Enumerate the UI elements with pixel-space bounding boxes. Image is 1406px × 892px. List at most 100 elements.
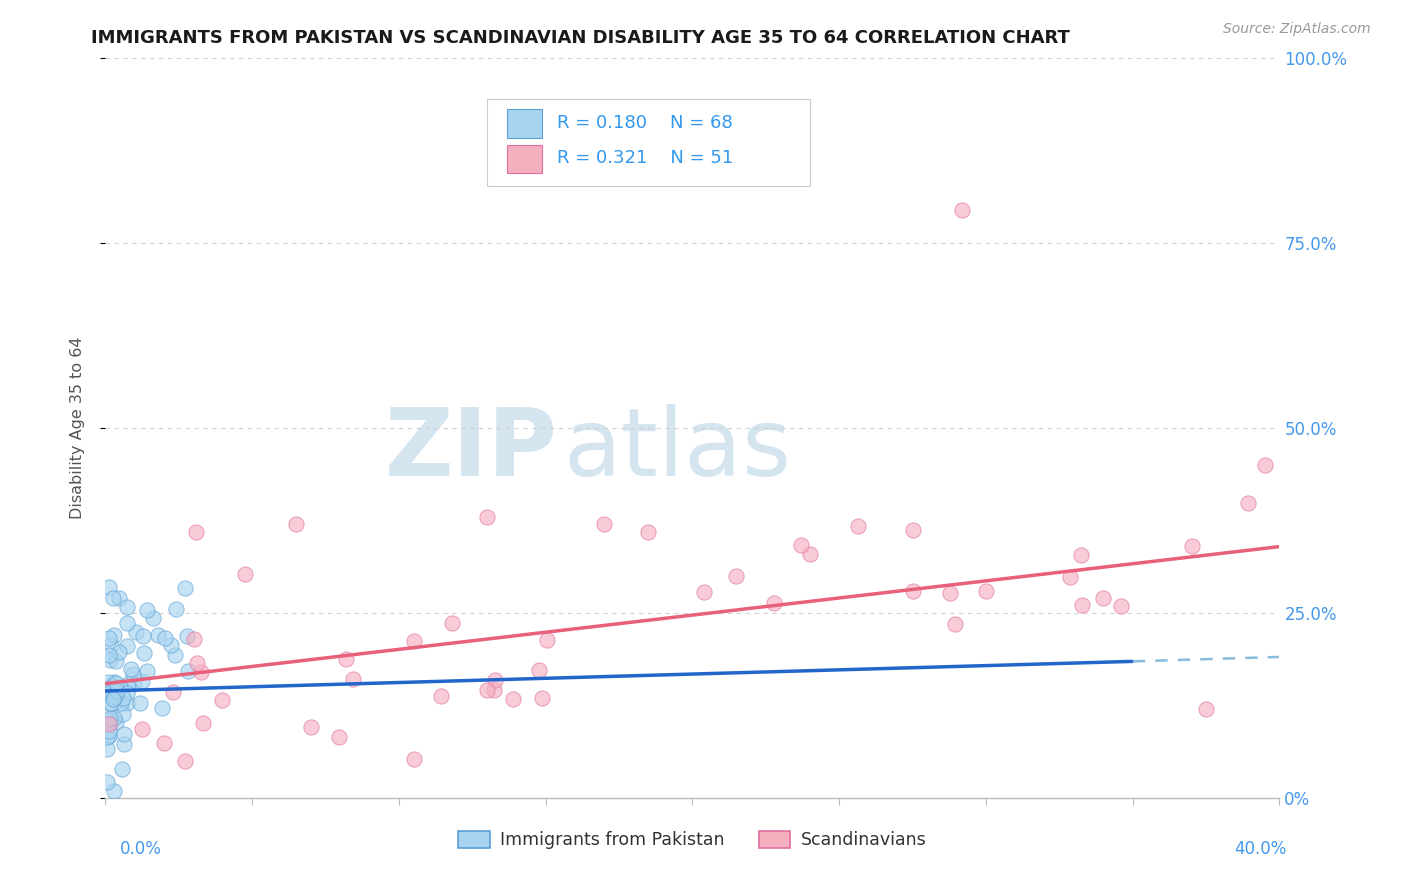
Point	[100, 690, 122, 704]
Text: 0.0%: 0.0%	[120, 840, 162, 858]
Point	[98, 697, 121, 711]
Point	[129, 696, 152, 710]
Point	[186, 656, 208, 670]
Point	[104, 690, 127, 705]
Point	[108, 645, 131, 659]
Point	[477, 682, 499, 697]
Text: R = 0.180    N = 68: R = 0.180 N = 68	[557, 114, 733, 132]
Point	[115, 696, 138, 710]
Point	[974, 584, 997, 599]
Point	[112, 727, 135, 741]
Point	[176, 629, 198, 643]
Point	[901, 584, 924, 599]
Point	[1071, 598, 1094, 612]
Point	[142, 611, 165, 625]
Point	[103, 690, 125, 704]
Point	[97, 723, 120, 738]
Text: Source: ZipAtlas.com: Source: ZipAtlas.com	[1223, 22, 1371, 37]
Point	[107, 591, 129, 606]
Point	[117, 615, 139, 630]
Point	[105, 714, 128, 729]
Point	[98, 729, 121, 743]
Point	[96, 713, 118, 727]
Point	[233, 567, 256, 582]
Point	[101, 591, 124, 605]
Point	[132, 629, 155, 643]
Point	[97, 675, 120, 690]
Point	[536, 633, 558, 648]
Point	[1070, 548, 1092, 562]
Point	[531, 691, 554, 706]
Point	[100, 638, 122, 652]
Text: IMMIGRANTS FROM PAKISTAN VS SCANDINAVIAN DISABILITY AGE 35 TO 64 CORRELATION CHA: IMMIGRANTS FROM PAKISTAN VS SCANDINAVIAN…	[91, 29, 1070, 46]
Point	[124, 677, 146, 691]
Point	[1092, 591, 1115, 606]
FancyBboxPatch shape	[508, 110, 543, 137]
Point	[153, 736, 176, 750]
Point	[901, 523, 924, 537]
Point	[112, 737, 135, 751]
Point	[103, 692, 125, 706]
Point	[110, 696, 132, 710]
Point	[301, 720, 323, 734]
Point	[430, 690, 453, 704]
Point	[160, 638, 183, 652]
Point	[404, 634, 426, 648]
Point	[103, 784, 125, 798]
Y-axis label: Disability Age 35 to 64: Disability Age 35 to 64	[70, 337, 84, 519]
Point	[100, 696, 122, 710]
Point	[173, 581, 195, 595]
Point	[945, 617, 967, 632]
Point	[1059, 570, 1081, 584]
Point	[484, 673, 506, 687]
Point	[98, 715, 121, 730]
Point	[98, 631, 121, 645]
Point	[98, 653, 121, 667]
Point	[475, 510, 498, 524]
Point	[111, 706, 134, 721]
FancyBboxPatch shape	[508, 145, 543, 173]
Point	[593, 517, 616, 532]
Point	[125, 625, 148, 640]
Point	[120, 662, 142, 676]
Point	[174, 755, 197, 769]
Point	[183, 632, 205, 647]
Point	[440, 615, 463, 630]
Point	[150, 701, 173, 715]
Point	[328, 730, 350, 744]
Point	[103, 675, 125, 690]
Point	[186, 524, 208, 539]
Point	[97, 686, 120, 700]
Point	[846, 519, 869, 533]
Point	[527, 663, 550, 677]
Point	[762, 596, 785, 610]
Point	[952, 202, 974, 217]
Point	[692, 585, 714, 599]
Point	[134, 646, 156, 660]
Point	[799, 547, 821, 561]
Point	[111, 762, 134, 776]
Point	[482, 682, 505, 697]
Point	[98, 711, 121, 725]
Point	[190, 665, 212, 679]
Point	[342, 672, 364, 686]
Point	[211, 692, 233, 706]
Point	[121, 667, 143, 681]
Point	[103, 711, 125, 725]
Point	[96, 775, 118, 789]
Legend: Immigrants from Pakistan, Scandinavians: Immigrants from Pakistan, Scandinavians	[451, 824, 934, 856]
Point	[96, 742, 118, 756]
Point	[98, 580, 121, 594]
Point	[103, 627, 125, 641]
Point	[191, 715, 214, 730]
Point	[162, 684, 184, 698]
Point	[115, 686, 138, 700]
Point	[637, 524, 659, 539]
Text: R = 0.321    N = 51: R = 0.321 N = 51	[557, 149, 734, 168]
Point	[1195, 702, 1218, 716]
Point	[148, 628, 170, 642]
Point	[131, 674, 153, 689]
Point	[402, 752, 425, 766]
Point	[105, 654, 128, 668]
Point	[108, 681, 131, 695]
